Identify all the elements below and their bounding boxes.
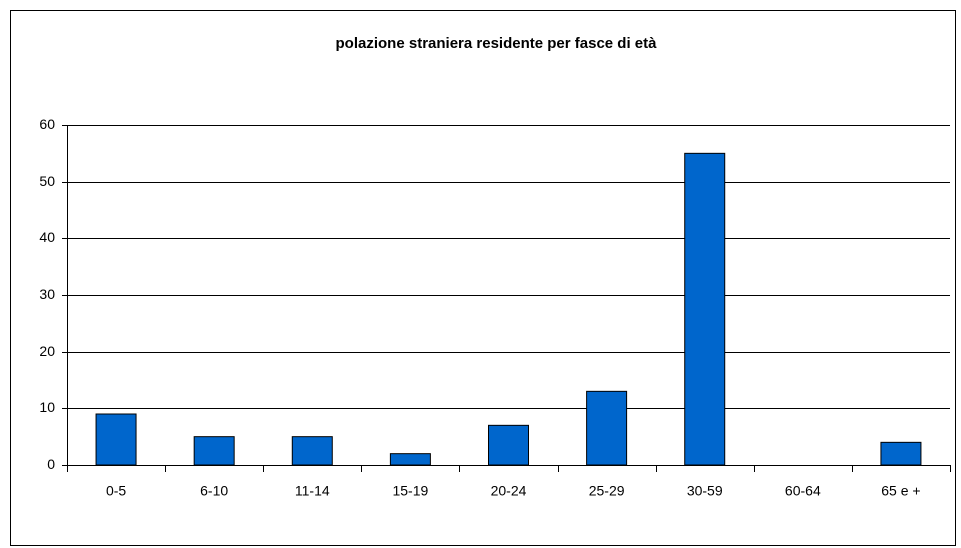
- bar: [291, 436, 333, 466]
- y-tick-label: 20: [39, 343, 55, 359]
- x-tick-label: 11-14: [295, 483, 330, 499]
- bar: [684, 152, 726, 466]
- y-tick-label: 40: [39, 229, 55, 245]
- bar: [880, 441, 922, 466]
- bar: [389, 453, 431, 466]
- y-tick-label: 30: [39, 286, 55, 302]
- bar: [586, 390, 628, 466]
- x-tick-label: 25-29: [589, 483, 625, 499]
- chart-frame: [10, 10, 956, 546]
- bar: [488, 424, 529, 466]
- x-tick-label: 0-5: [106, 483, 126, 499]
- x-tick-label: 20-24: [491, 483, 527, 499]
- x-tick-label: 15-19: [392, 483, 428, 499]
- chart-title: polazione straniera residente per fasce …: [336, 35, 658, 52]
- bar: [193, 436, 235, 466]
- bar: [95, 413, 137, 466]
- x-tick-label: 60-64: [785, 483, 821, 499]
- x-tick-label: 65 e +: [881, 483, 920, 499]
- x-tick-label: 6-10: [200, 483, 228, 499]
- x-tick-label: 30-59: [687, 483, 723, 499]
- y-tick-label: 60: [39, 116, 55, 132]
- y-tick-label: 50: [39, 173, 55, 189]
- y-tick-label: 0: [47, 456, 55, 472]
- y-tick-label: 10: [39, 399, 55, 415]
